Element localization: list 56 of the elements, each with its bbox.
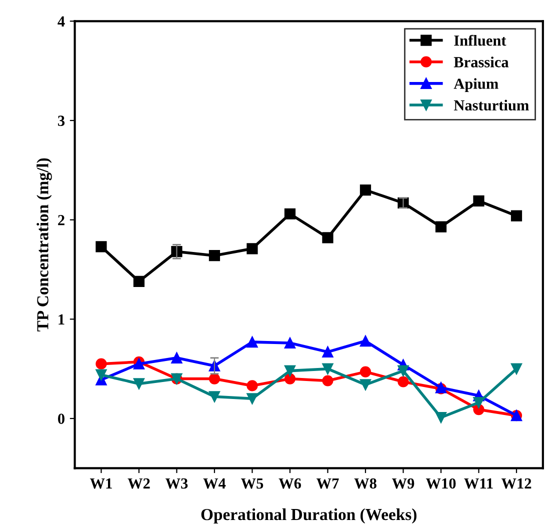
point <box>435 221 447 232</box>
legend-label: Apium <box>454 78 498 92</box>
point <box>398 376 409 388</box>
y-tick-label: 3 <box>58 116 65 126</box>
x-tick-label: W1 <box>90 478 112 489</box>
point <box>96 241 107 252</box>
point <box>473 195 484 207</box>
point <box>246 243 258 254</box>
point <box>398 365 409 376</box>
point <box>322 346 334 358</box>
x-tick-label: W6 <box>278 478 301 489</box>
x-tick-label: W8 <box>354 478 376 489</box>
point <box>360 184 372 196</box>
point <box>208 250 220 262</box>
point <box>171 352 182 364</box>
x-tick-label: W3 <box>165 478 188 489</box>
x-tick-label: W4 <box>203 478 226 489</box>
legend-label: Nasturtium <box>454 100 529 111</box>
y-tick-label: 2 <box>58 215 64 226</box>
point <box>133 276 145 287</box>
point <box>322 375 334 386</box>
x-tick-label: W2 <box>128 478 150 489</box>
x-axis-title: Operational Duration (Weeks) <box>201 508 416 524</box>
x-tick-label: W9 <box>392 478 414 489</box>
point <box>510 210 522 222</box>
x-tick-label: W11 <box>464 478 493 489</box>
x-tick-label: W10 <box>426 478 456 489</box>
legend-label: Influent <box>454 34 506 46</box>
x-tick-label: W5 <box>240 478 264 489</box>
y-axis-title: TP Concentration (mg/l) <box>36 158 52 332</box>
y-tick-label: 0 <box>58 414 64 424</box>
point <box>510 363 522 374</box>
point <box>96 358 107 370</box>
point <box>246 393 258 404</box>
x-tick-label: W7 <box>316 478 339 489</box>
point <box>360 335 372 347</box>
point <box>322 232 334 244</box>
point <box>208 391 220 402</box>
point <box>360 366 372 378</box>
point <box>246 336 258 348</box>
point <box>246 380 258 392</box>
y-tick-label: 1 <box>58 314 64 324</box>
point <box>473 397 484 408</box>
point <box>284 208 296 220</box>
point <box>208 373 220 384</box>
point <box>322 363 334 374</box>
point <box>284 373 296 384</box>
point <box>284 365 296 376</box>
point <box>96 369 107 380</box>
legend-label: Brassica <box>454 56 509 68</box>
y-tick-label: 4 <box>58 16 65 26</box>
point <box>284 337 296 349</box>
point <box>360 379 372 390</box>
x-tick-label: W12 <box>501 478 532 489</box>
point <box>435 412 447 424</box>
point <box>133 378 145 390</box>
